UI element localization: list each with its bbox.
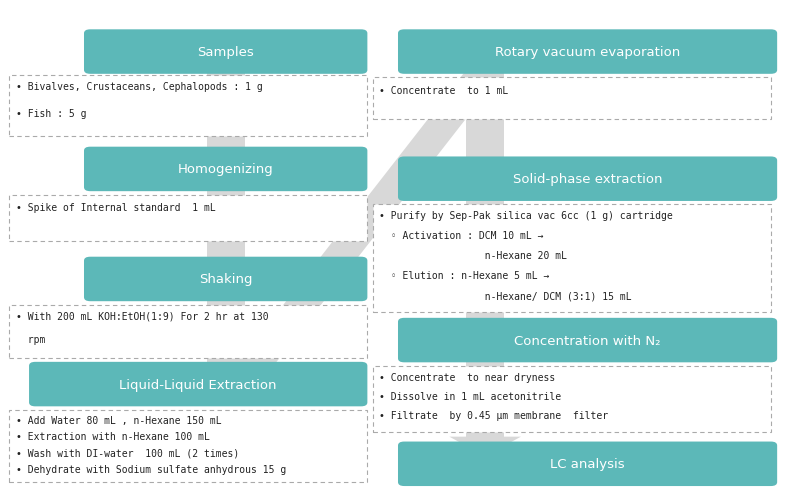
Bar xyxy=(373,366,771,432)
Text: • Concentrate  to near dryness: • Concentrate to near dryness xyxy=(379,372,556,382)
Text: • Concentrate  to 1 mL: • Concentrate to 1 mL xyxy=(379,85,509,95)
Text: Samples: Samples xyxy=(197,46,254,59)
FancyBboxPatch shape xyxy=(398,157,777,202)
Text: • Add Water 80 mL , n-Hexane 150 mL: • Add Water 80 mL , n-Hexane 150 mL xyxy=(16,415,221,426)
Bar xyxy=(373,78,771,120)
Text: Concentration with N₂: Concentration with N₂ xyxy=(514,334,661,347)
Text: LC analysis: LC analysis xyxy=(550,457,625,470)
Text: Homogenizing: Homogenizing xyxy=(178,163,273,176)
FancyBboxPatch shape xyxy=(398,442,777,486)
Text: Solid-phase extraction: Solid-phase extraction xyxy=(513,173,663,186)
Polygon shape xyxy=(207,71,504,403)
Text: • Spike of Internal standard  1 mL: • Spike of Internal standard 1 mL xyxy=(16,203,215,213)
Text: Rotary vacuum evaporation: Rotary vacuum evaporation xyxy=(495,46,680,59)
Polygon shape xyxy=(466,71,504,437)
FancyBboxPatch shape xyxy=(84,30,367,75)
Text: • Purify by Sep-Pak silica vac 6cc (1 g) cartridge: • Purify by Sep-Pak silica vac 6cc (1 g)… xyxy=(379,211,673,221)
Text: • With 200 mL KOH:EtOH(1:9) For 2 hr at 130: • With 200 mL KOH:EtOH(1:9) For 2 hr at … xyxy=(16,311,268,321)
FancyBboxPatch shape xyxy=(84,257,367,302)
Text: ◦ Activation : DCM 10 mL →: ◦ Activation : DCM 10 mL → xyxy=(379,231,544,241)
FancyBboxPatch shape xyxy=(398,30,777,75)
FancyBboxPatch shape xyxy=(398,318,777,363)
Text: n-Hexane 20 mL: n-Hexane 20 mL xyxy=(379,251,567,261)
Text: • Bivalves, Crustaceans, Cephalopods : 1 g: • Bivalves, Crustaceans, Cephalopods : 1… xyxy=(16,82,262,92)
Text: Shaking: Shaking xyxy=(199,273,253,286)
Text: • Fish : 5 g: • Fish : 5 g xyxy=(16,109,86,119)
Text: • Dehydrate with Sodium sulfate anhydrous 15 g: • Dehydrate with Sodium sulfate anhydrou… xyxy=(16,464,286,474)
Text: rpm: rpm xyxy=(16,334,45,344)
Polygon shape xyxy=(207,32,245,403)
Bar xyxy=(9,305,367,359)
Bar xyxy=(9,195,367,242)
Text: Liquid-Liquid Extraction: Liquid-Liquid Extraction xyxy=(119,378,277,391)
Text: • Extraction with n-Hexane 100 mL: • Extraction with n-Hexane 100 mL xyxy=(16,431,210,442)
Bar xyxy=(373,205,771,312)
Polygon shape xyxy=(449,437,521,456)
FancyBboxPatch shape xyxy=(84,147,367,192)
Bar xyxy=(9,76,367,137)
Text: • Dissolve in 1 mL acetonitrile: • Dissolve in 1 mL acetonitrile xyxy=(379,391,561,401)
Text: n-Hexane/ DCM (3:1) 15 mL: n-Hexane/ DCM (3:1) 15 mL xyxy=(379,290,632,301)
FancyBboxPatch shape xyxy=(29,362,367,407)
Text: • Filtrate  by 0.45 μm membrane  filter: • Filtrate by 0.45 μm membrane filter xyxy=(379,410,608,421)
Text: ◦ Elution : n-Hexane 5 mL →: ◦ Elution : n-Hexane 5 mL → xyxy=(379,270,550,281)
Text: • Wash with DI-water  100 mL (2 times): • Wash with DI-water 100 mL (2 times) xyxy=(16,447,239,458)
Bar xyxy=(9,410,367,482)
